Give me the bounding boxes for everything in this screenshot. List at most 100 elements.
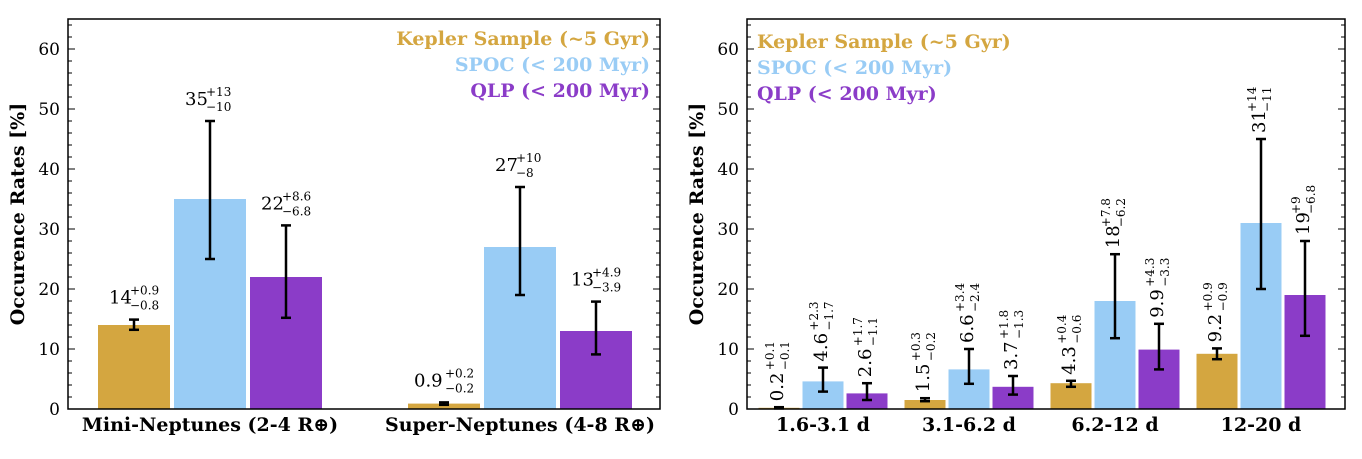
- data-label-err-down: −11: [1260, 87, 1274, 112]
- y-tick-label: 20: [38, 280, 60, 300]
- data-label-value: 3.7: [1001, 341, 1022, 370]
- data-label: 4.6 +2.3 −1.7: [807, 301, 836, 361]
- data-label-err-down: −8: [516, 166, 534, 180]
- data-label: 14+0.9−0.8: [109, 284, 159, 313]
- data-label-err-down: −1.1: [866, 317, 880, 346]
- legend-entry-qlp: QLP (< 200 Myr): [470, 80, 650, 102]
- x-category-label: Mini-Neptunes (2-4 R⊕): [82, 414, 338, 436]
- y-tick-label: 10: [717, 340, 739, 360]
- data-label-err-down: −1.3: [1012, 310, 1026, 339]
- data-label-err-down: −3.3: [1158, 258, 1172, 287]
- data-label-value: 9.2: [1205, 314, 1226, 343]
- data-label-err-up: +14: [1245, 86, 1259, 112]
- data-label: 22+8.6−6.8: [261, 189, 311, 218]
- y-tick-label: 20: [717, 280, 739, 300]
- data-label-err-down: −0.6: [1070, 315, 1084, 344]
- bar-kepler-2: [904, 400, 946, 409]
- data-label-value: 35: [185, 89, 208, 110]
- data-label-value: 2.6: [855, 349, 876, 378]
- data-label-err-down: −1.7: [822, 301, 836, 330]
- data-label-err-up: +0.4: [1055, 314, 1069, 344]
- data-label: 3.7 +1.8 −1.3: [997, 310, 1026, 370]
- y-tick-label: 0: [728, 400, 739, 420]
- data-label-err-up: +7.8: [1099, 198, 1113, 227]
- data-label: 31+14 −11: [1245, 86, 1274, 133]
- data-label-err-up: +4.3: [1143, 258, 1157, 287]
- y-axis-label: Occurence Rates [%]: [7, 103, 29, 325]
- y-tick-label: 10: [38, 340, 60, 360]
- y-tick-label: 50: [717, 100, 739, 120]
- data-label-err-down: −2.4: [968, 282, 982, 312]
- data-label-value: 31: [1249, 110, 1270, 133]
- data-label-err-down: −6.8: [282, 204, 311, 218]
- data-label-value: 18: [1103, 225, 1124, 248]
- y-tick-label: 60: [38, 40, 60, 60]
- y-tick-label: 60: [717, 40, 739, 60]
- data-label-err-up: +0.2: [445, 366, 474, 380]
- data-label-err-down: −10: [206, 100, 231, 114]
- data-label-err-up: +0.3: [909, 332, 923, 361]
- y-tick-label: 30: [717, 220, 739, 240]
- data-label-err-up: +8.6: [282, 189, 311, 203]
- data-label-err-down: −6.8: [1304, 185, 1318, 214]
- data-label: 1.5 +0.3 −0.2: [909, 332, 938, 392]
- y-tick-label: 40: [717, 160, 739, 180]
- chart-panel-2: 0.2 +0.1 −0.1 1.5 +0.3 −0.2 4.3 +0.4 −0.6 9.2 +0.9…: [686, 18, 1346, 436]
- data-label-value: 0.2: [767, 373, 788, 402]
- x-category-label: 3.1-6.2 d: [922, 414, 1016, 436]
- data-label-value: 13: [571, 270, 594, 291]
- data-label-value: 6.6: [957, 314, 978, 343]
- data-label: 9.2 +0.9 −0.9: [1201, 282, 1230, 342]
- y-tick-label: 40: [38, 160, 60, 180]
- y-axis-label: Occurence Rates [%]: [686, 103, 708, 325]
- data-label-err-up: +1.8: [997, 310, 1011, 339]
- y-tick-label: 0: [49, 400, 60, 420]
- bar-qlp-2: [992, 386, 1034, 409]
- data-label-value: 22: [261, 193, 284, 214]
- x-category-label: Super-Neptunes (4-8 R⊕): [385, 414, 655, 436]
- x-category-label: 1.6-3.1 d: [776, 414, 870, 436]
- data-label-err-up: +0.1: [763, 341, 777, 370]
- data-label: 2.6 +1.7 −1.1: [851, 317, 880, 377]
- data-label-err-down: −0.1: [778, 341, 792, 370]
- data-label-value: 4.6: [811, 333, 832, 362]
- data-label-err-up: +0.9: [1201, 282, 1215, 311]
- data-label: 35+13−10: [185, 85, 231, 114]
- data-label: 13+4.9−3.9: [571, 266, 621, 295]
- data-label-err-up: +2.3: [807, 301, 821, 330]
- x-category-label: 12-20 d: [1221, 414, 1302, 436]
- chart-panel-1: 14+0.9−0.8 0.9 +0.2−0.2 35+13−10 27+10−8 22+8…: [7, 18, 661, 436]
- data-label: 9.9 +4.3 −3.3: [1143, 258, 1172, 318]
- bar-kepler-1: [98, 325, 170, 409]
- legend-entry-kepler: Kepler Sample (~5 Gyr): [396, 28, 650, 50]
- data-label-err-down: −0.9: [1216, 282, 1230, 311]
- x-category-label: 6.2-12 d: [1071, 414, 1158, 436]
- data-label-value: 14: [109, 288, 132, 309]
- data-label-err-up: +13: [206, 85, 231, 99]
- data-label-value: 4.3: [1059, 346, 1080, 375]
- data-label-err-up: +1.7: [851, 317, 865, 346]
- data-label: 6.6 +3.4 −2.4: [953, 282, 982, 343]
- axes-frame: [67, 18, 661, 410]
- y-tick-label: 30: [38, 220, 60, 240]
- data-label: 18+7.8 −6.2: [1099, 198, 1128, 248]
- data-label: 0.9 +0.2−0.2: [414, 366, 474, 395]
- legend-entry-spoc: SPOC (< 200 Myr): [455, 54, 650, 76]
- data-label-err-up: +0.9: [130, 284, 159, 298]
- data-label-value: 1.5: [913, 364, 934, 393]
- data-label-err-up: +3.4: [953, 282, 967, 312]
- data-label: 19+9 −6.8: [1289, 185, 1318, 235]
- data-label-value: 27: [495, 155, 518, 176]
- data-label: 27+10−8: [495, 151, 541, 180]
- y-tick-label: 50: [38, 100, 60, 120]
- data-label: 4.3 +0.4 −0.6: [1055, 314, 1084, 375]
- data-label-err-down: −6.2: [1114, 198, 1128, 227]
- data-label-err-up: +10: [516, 151, 541, 165]
- data-label-value: 9.9: [1147, 289, 1168, 318]
- axes-frame: [746, 18, 1346, 410]
- data-label-err-down: −0.2: [445, 381, 474, 395]
- data-label-err-down: −0.2: [924, 332, 938, 361]
- data-label-err-up: +9: [1289, 196, 1303, 214]
